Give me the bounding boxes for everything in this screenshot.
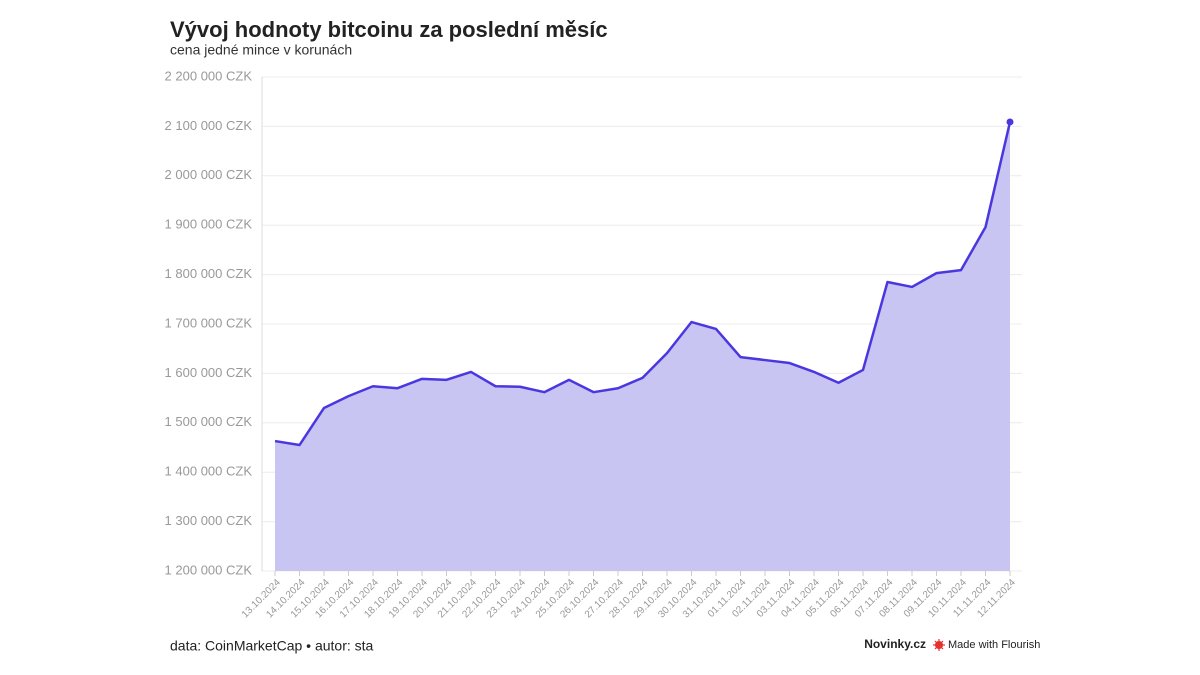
y-tick-label: 1 800 000 CZK	[165, 266, 253, 281]
y-tick-label: 1 400 000 CZK	[165, 464, 253, 479]
brand: Novinky.cz	[864, 637, 926, 651]
y-tick-label: 1 200 000 CZK	[165, 562, 253, 577]
flourish-logo	[933, 639, 945, 651]
chart-title: Vývoj hodnoty bitcoinu za poslední měsíc	[170, 17, 608, 42]
y-tick-label: 1 700 000 CZK	[165, 315, 253, 330]
y-tick-label: 2 000 000 CZK	[165, 167, 253, 182]
credit[interactable]: Made with Flourish	[948, 639, 1040, 651]
end-point	[1006, 118, 1014, 126]
area	[275, 121, 1010, 571]
y-tick-label: 1 300 000 CZK	[165, 513, 253, 528]
chart-subtitle: cena jedné mince v korunách	[170, 42, 352, 58]
y-tick-label: 2 200 000 CZK	[165, 68, 253, 83]
line	[274, 121, 1012, 447]
grid	[262, 76, 1022, 572]
source-note: data: CoinMarketCap • autor: sta	[170, 638, 374, 654]
y-tick-label: 1 900 000 CZK	[165, 217, 253, 232]
y-tick-label: 2 100 000 CZK	[165, 118, 253, 133]
y-tick-label: 1 600 000 CZK	[165, 365, 253, 380]
y-tick-label: 1 500 000 CZK	[165, 414, 253, 429]
